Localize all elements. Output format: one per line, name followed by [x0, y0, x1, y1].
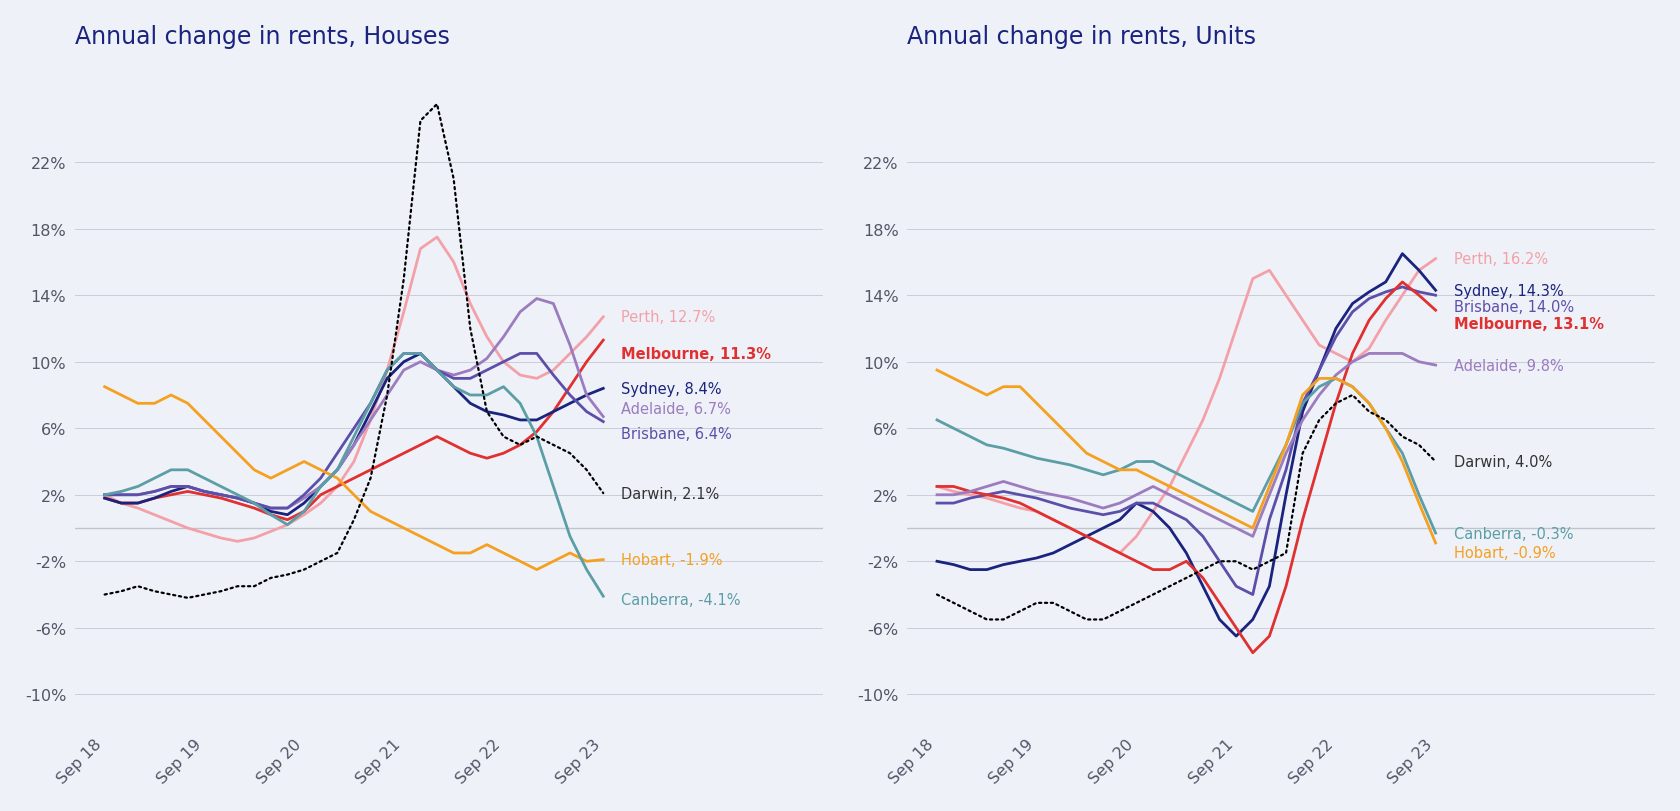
Text: Perth, 12.7%: Perth, 12.7%	[622, 310, 716, 325]
Text: Sydney, 8.4%: Sydney, 8.4%	[622, 381, 722, 397]
Text: Annual change in rents, Units: Annual change in rents, Units	[907, 25, 1257, 49]
Text: Canberra, -4.1%: Canberra, -4.1%	[622, 592, 741, 607]
Text: Adelaide, 9.8%: Adelaide, 9.8%	[1453, 358, 1564, 373]
Text: Melbourne, 11.3%: Melbourne, 11.3%	[622, 346, 771, 362]
Text: Hobart, -0.9%: Hobart, -0.9%	[1453, 546, 1556, 560]
Text: Darwin, 4.0%: Darwin, 4.0%	[1453, 454, 1552, 470]
Text: Adelaide, 6.7%: Adelaide, 6.7%	[622, 401, 731, 416]
Text: Sydney, 14.3%: Sydney, 14.3%	[1453, 283, 1562, 298]
Text: Darwin, 2.1%: Darwin, 2.1%	[622, 486, 719, 501]
Text: Perth, 16.2%: Perth, 16.2%	[1453, 252, 1547, 267]
Text: Brisbane, 6.4%: Brisbane, 6.4%	[622, 427, 732, 441]
Text: Brisbane, 14.0%: Brisbane, 14.0%	[1453, 300, 1574, 315]
Text: Canberra, -0.3%: Canberra, -0.3%	[1453, 526, 1572, 541]
Text: Annual change in rents, Houses: Annual change in rents, Houses	[74, 25, 450, 49]
Text: Melbourne, 13.1%: Melbourne, 13.1%	[1453, 316, 1603, 332]
Text: Hobart, -1.9%: Hobart, -1.9%	[622, 552, 722, 568]
